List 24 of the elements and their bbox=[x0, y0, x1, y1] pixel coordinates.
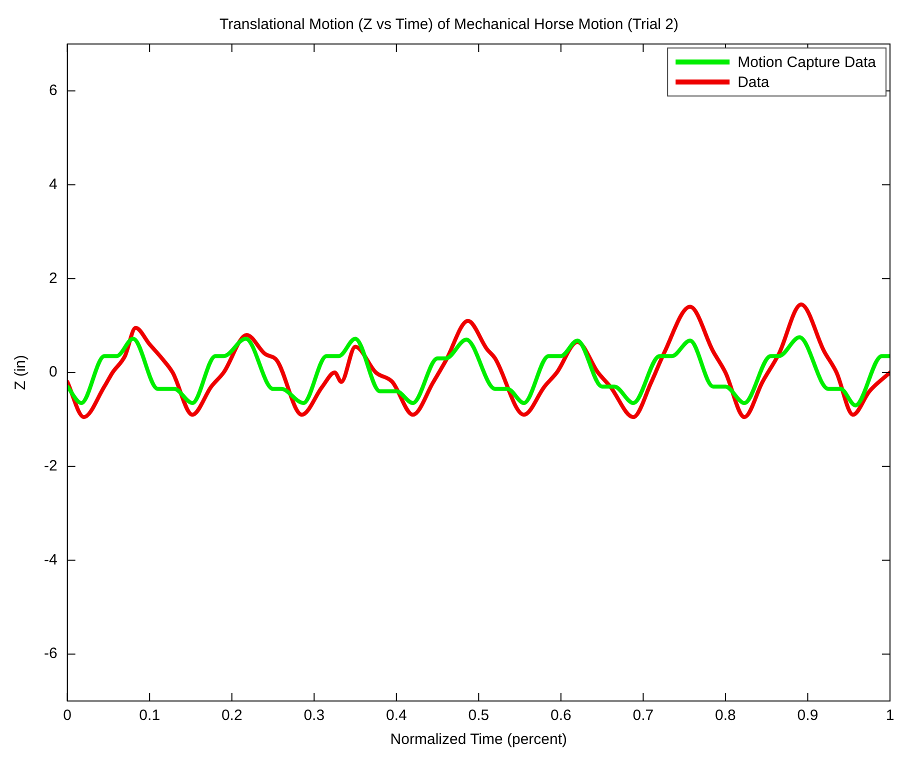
x-tick-label: 0.4 bbox=[386, 707, 407, 724]
x-tick-label: 0 bbox=[63, 707, 72, 724]
y-tick-label: -2 bbox=[44, 458, 58, 474]
x-tick-label: 1 bbox=[886, 707, 894, 724]
legend-label: Motion Capture Data bbox=[738, 54, 877, 72]
x-tick-label: 0.5 bbox=[468, 707, 490, 724]
chart-title: Translational Motion (Z vs Time) of Mechanical Horse Motion (Trial 2) bbox=[219, 16, 679, 34]
y-tick-label: 4 bbox=[48, 176, 58, 193]
y-tick-label: -4 bbox=[44, 551, 58, 568]
y-tick-label: 2 bbox=[48, 270, 58, 287]
y-tick-label: -6 bbox=[44, 645, 58, 662]
legend-label: Data bbox=[738, 74, 770, 92]
y-tick-label: 0 bbox=[48, 364, 58, 381]
y-tick-label: 6 bbox=[48, 82, 58, 100]
x-tick-label: 0.6 bbox=[550, 707, 572, 724]
line-series bbox=[67, 335, 890, 408]
x-axis-title: Normalized Time (percent) bbox=[390, 731, 568, 748]
y-axis-title: Z (in) bbox=[12, 355, 30, 390]
x-tick-label: 0.2 bbox=[221, 707, 242, 724]
x-tick-label: 0.7 bbox=[632, 707, 654, 724]
x-tick-label: 0.8 bbox=[715, 707, 736, 724]
x-tick-label: 0.1 bbox=[139, 707, 160, 724]
x-tick-label: 0.9 bbox=[797, 707, 818, 724]
x-tick-label: 0.3 bbox=[304, 707, 325, 724]
